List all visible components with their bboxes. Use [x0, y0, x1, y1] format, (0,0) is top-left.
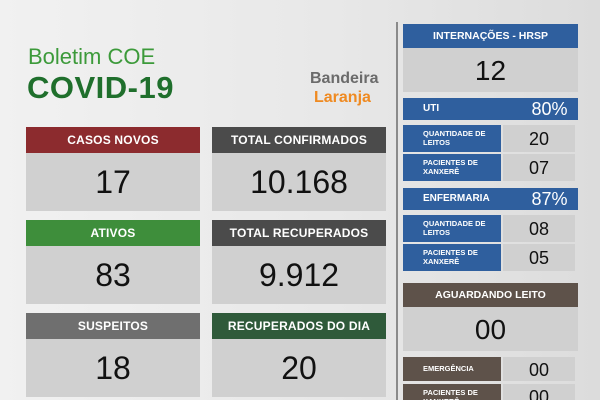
uti-leitos-label: QUANTIDADE DE LEITOS: [403, 125, 501, 152]
card-value: 9.912: [212, 246, 386, 304]
card-label: ATIVOS: [26, 220, 200, 246]
aguardando-value: 00: [403, 307, 578, 351]
uti-percent: 80%: [521, 98, 578, 120]
card-total-confirmados: TOTAL CONFIRMADOS 10.168: [212, 127, 386, 211]
bulletin-title: Boletim COE: [28, 44, 156, 69]
enfermaria-leitos-value: 08: [503, 215, 575, 242]
card-value: 10.168: [212, 153, 386, 211]
emergencia-value: 00: [503, 357, 575, 381]
enfermaria-percent: 87%: [521, 188, 578, 210]
aguardando-pacientes-label: PACIENTES DE XANXERÊ: [403, 384, 501, 400]
aguardando-header: AGUARDANDO LEITO: [403, 283, 578, 307]
card-suspeitos: SUSPEITOS 18: [26, 313, 200, 397]
card-label: TOTAL RECUPERADOS: [212, 220, 386, 246]
card-label: RECUPERADOS DO DIA: [212, 313, 386, 339]
card-casos-novos: CASOS NOVOS 17: [26, 127, 200, 211]
card-recuperados-do-dia: RECUPERADOS DO DIA 20: [212, 313, 386, 397]
panel-divider: [396, 22, 398, 400]
card-label: SUSPEITOS: [26, 313, 200, 339]
uti-leitos-value: 20: [503, 125, 575, 152]
card-value: 18: [26, 339, 200, 397]
card-label: CASOS NOVOS: [26, 127, 200, 153]
flag-color-label: Laranja: [314, 89, 371, 106]
card-value: 20: [212, 339, 386, 397]
emergencia-label: EMERGÊNCIA: [403, 357, 501, 381]
flag-label: Bandeira: [310, 70, 379, 87]
enfermaria-pacientes-label: PACIENTES DE XANXERÊ: [403, 244, 501, 271]
card-label: TOTAL CONFIRMADOS: [212, 127, 386, 153]
covid-title: COVID-19: [27, 70, 174, 105]
aguardando-pacientes-value: 00: [503, 384, 575, 400]
card-value: 83: [26, 246, 200, 304]
internacoes-header: INTERNAÇÕES - HRSP: [403, 24, 578, 48]
enfermaria-pacientes-value: 05: [503, 244, 575, 271]
uti-label: UTI: [403, 98, 521, 120]
enfermaria-label: ENFERMARIA: [403, 188, 521, 210]
card-total-recuperados: TOTAL RECUPERADOS 9.912: [212, 220, 386, 304]
enfermaria-leitos-label: QUANTIDADE DE LEITOS: [403, 215, 501, 242]
internacoes-value: 12: [403, 48, 578, 92]
uti-pacientes-value: 07: [503, 154, 575, 181]
card-value: 17: [26, 153, 200, 211]
card-ativos: ATIVOS 83: [26, 220, 200, 304]
uti-pacientes-label: PACIENTES DE XANXERÊ: [403, 154, 501, 181]
